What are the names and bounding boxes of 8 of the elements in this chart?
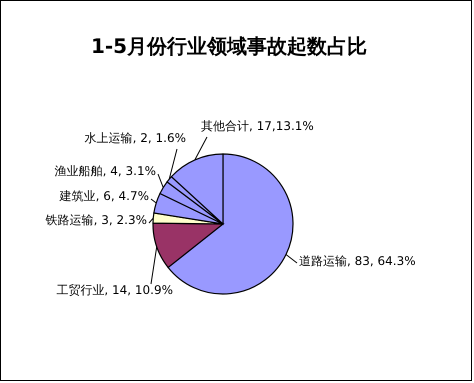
slice-label: 渔业船舶, 4, 3.1% xyxy=(54,164,156,178)
slice-label: 建筑业, 6, 4.7% xyxy=(58,189,149,203)
slice-label: 铁路运输, 3, 2.3% xyxy=(44,213,147,227)
slice-label: 工贸行业, 14, 10.9% xyxy=(56,283,173,297)
slice-label: 水上运输, 2, 1.6% xyxy=(84,131,186,145)
slice-label: 其他合计, 17,13.1% xyxy=(201,119,314,133)
slice-label: 道路运输, 83, 64.3% xyxy=(299,254,416,268)
chart-title: 1-5月份行业领域事故起数占比 xyxy=(90,34,368,58)
